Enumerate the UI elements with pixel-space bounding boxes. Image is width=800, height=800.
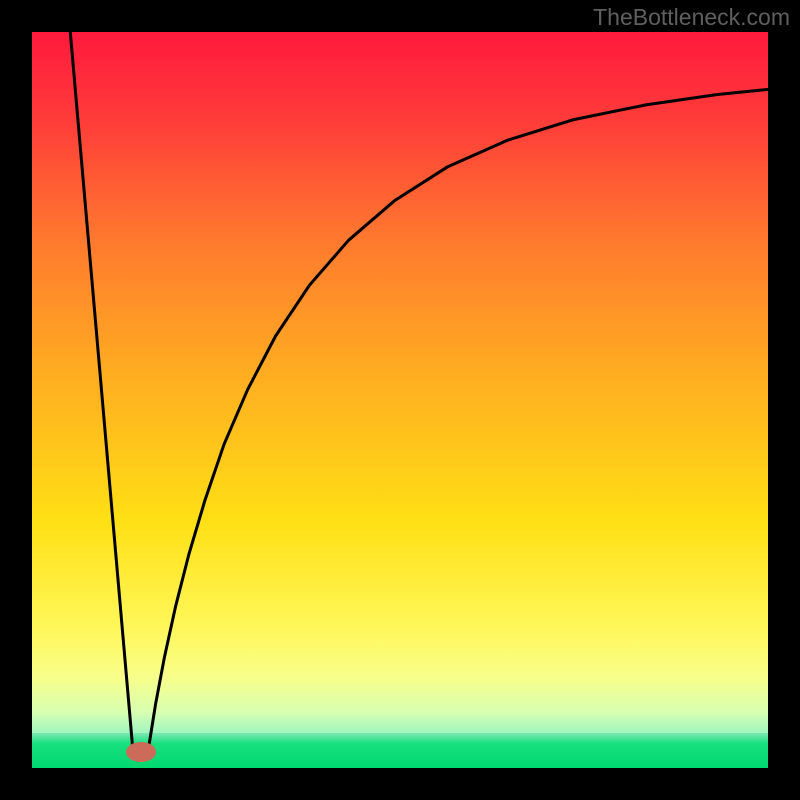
- plot-area: [32, 32, 768, 768]
- chart-container: TheBottleneck.com: [0, 0, 800, 800]
- trough-marker: [126, 742, 156, 762]
- curves-layer: [32, 32, 768, 768]
- left-descending-line: [70, 32, 133, 750]
- right-curve: [148, 89, 768, 749]
- watermark-text: TheBottleneck.com: [593, 4, 790, 31]
